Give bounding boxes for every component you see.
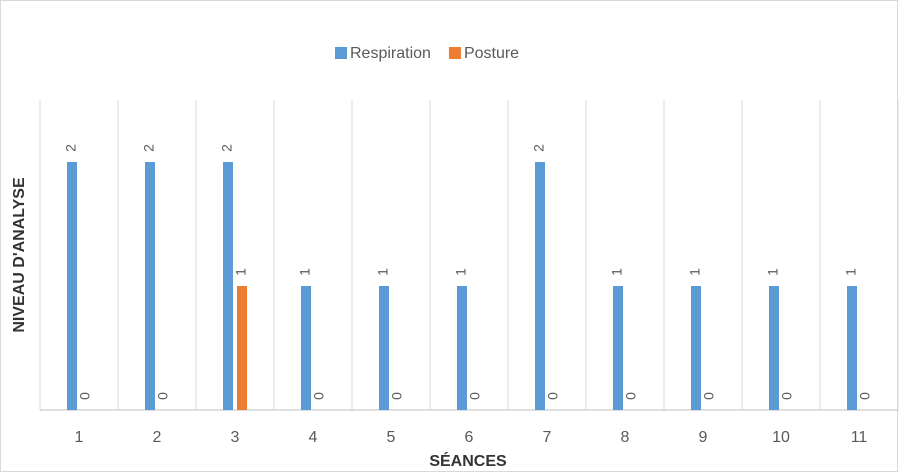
value-label: 1 <box>765 268 781 276</box>
value-label: 2 <box>63 144 79 152</box>
bar <box>223 162 233 410</box>
bar <box>457 286 467 410</box>
value-label: 0 <box>389 392 405 400</box>
legend-swatch <box>335 47 347 59</box>
x-tick-label: 4 <box>309 429 318 446</box>
x-tick-label: 8 <box>621 429 630 446</box>
value-label: 2 <box>219 144 235 152</box>
bar <box>301 286 311 410</box>
x-tick-label: 5 <box>387 429 396 446</box>
value-label: 1 <box>843 268 859 276</box>
value-label: 1 <box>609 268 625 276</box>
value-label: 2 <box>141 144 157 152</box>
value-label: 0 <box>545 392 561 400</box>
bar <box>379 286 389 410</box>
x-tick-label: 11 <box>851 429 868 446</box>
value-label: 0 <box>779 392 795 400</box>
value-label: 0 <box>623 392 639 400</box>
bar <box>145 162 155 410</box>
bar <box>847 286 857 410</box>
value-label: 0 <box>857 392 873 400</box>
bar <box>67 162 77 410</box>
value-label: 1 <box>297 268 313 276</box>
value-label: 0 <box>467 392 483 400</box>
value-label: 1 <box>375 268 391 276</box>
x-tick-label: 10 <box>772 429 790 446</box>
legend-label: Respiration <box>350 45 431 62</box>
value-label: 0 <box>155 392 171 400</box>
x-tick-label: 9 <box>699 429 708 446</box>
value-label: 1 <box>453 268 469 276</box>
value-label: 0 <box>311 392 327 400</box>
legend-label: Posture <box>464 45 519 62</box>
x-tick-label: 2 <box>153 429 162 446</box>
bar <box>237 286 247 410</box>
x-tick-label: 6 <box>465 429 474 446</box>
value-label: 0 <box>77 392 93 400</box>
x-axis-title: SÉANCES <box>429 451 507 470</box>
x-tick-label: 3 <box>231 429 240 446</box>
y-axis-title: NIVEAU D'ANALYSE <box>11 177 28 333</box>
value-label: 2 <box>531 144 547 152</box>
x-tick-label: 1 <box>75 429 84 446</box>
legend-swatch <box>448 47 461 59</box>
value-label: 1 <box>687 268 703 276</box>
value-label: 0 <box>701 392 717 400</box>
bar <box>535 162 545 410</box>
bar <box>769 286 779 410</box>
bar <box>691 286 701 410</box>
x-tick-label: 7 <box>543 429 552 446</box>
value-label: 1 <box>233 268 249 276</box>
bar <box>613 286 623 410</box>
